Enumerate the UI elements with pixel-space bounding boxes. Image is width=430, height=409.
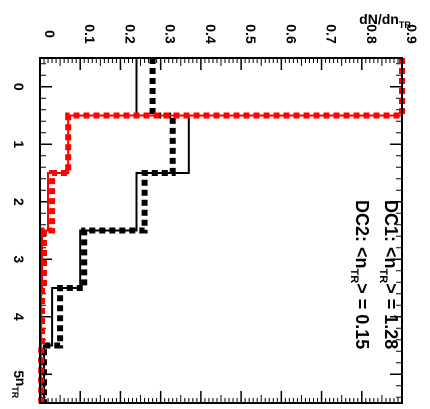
plot-frame xyxy=(39,57,403,404)
y-tick-label: 0.8 xyxy=(364,24,380,44)
y-tick-label: 0.7 xyxy=(324,24,340,44)
annotation-suffix: > = 1.28 xyxy=(381,283,401,349)
y-tick-label: 0.1 xyxy=(82,24,98,44)
series-layer xyxy=(38,58,405,403)
y-tick-label: 0 xyxy=(42,30,58,38)
y-axis-title: dN/dnTR xyxy=(359,11,411,30)
x-axis-title-main: n xyxy=(13,378,29,387)
tick-labels-layer: 0 0.1 0.2 0.3 0.4 0.5 0.6 0.7 0.8 0.9 0 1 2 3 4 5 xyxy=(11,24,420,378)
annotation-dc1: DC1: <nTR> = 1.28 xyxy=(377,200,401,349)
y-axis-title-sub: TR xyxy=(399,20,411,30)
y-tick-label: 0.3 xyxy=(163,24,179,44)
x-tick-label: 4 xyxy=(11,313,27,321)
x-axis-title-sub: TR xyxy=(10,386,20,398)
x-tick-label: 2 xyxy=(11,198,27,206)
histogram-series-1 xyxy=(43,58,190,403)
y-tick-label: 0.6 xyxy=(283,24,299,44)
y-tick-label: 0.2 xyxy=(122,24,138,44)
y-tick-label: 0.9 xyxy=(404,24,420,44)
x-axis-title-group: nTR xyxy=(10,378,29,399)
annotation-prefix: DC2: <n xyxy=(352,200,372,269)
annotation-sub: TR xyxy=(348,269,360,284)
histogram-series-4 xyxy=(38,58,405,403)
y-tick-label: 0.4 xyxy=(203,24,219,44)
x-tick-label: 1 xyxy=(11,140,27,148)
y-axis-title-main: dN/dn xyxy=(359,11,399,27)
annotation-dc2: DC2: <nTR> = 0.15 xyxy=(348,200,372,349)
annotation-sub: TR xyxy=(377,269,389,284)
x-axis-title: nTR xyxy=(10,378,29,399)
x-tick-label: 5 xyxy=(11,370,27,378)
annotation-suffix: > = 0.15 xyxy=(352,283,372,349)
x-tick-label: 3 xyxy=(11,255,27,263)
x-tick-label: 0 xyxy=(11,83,27,91)
annotation-prefix: DC1: <n xyxy=(381,200,401,269)
y-tick-label: 0.5 xyxy=(243,24,259,44)
